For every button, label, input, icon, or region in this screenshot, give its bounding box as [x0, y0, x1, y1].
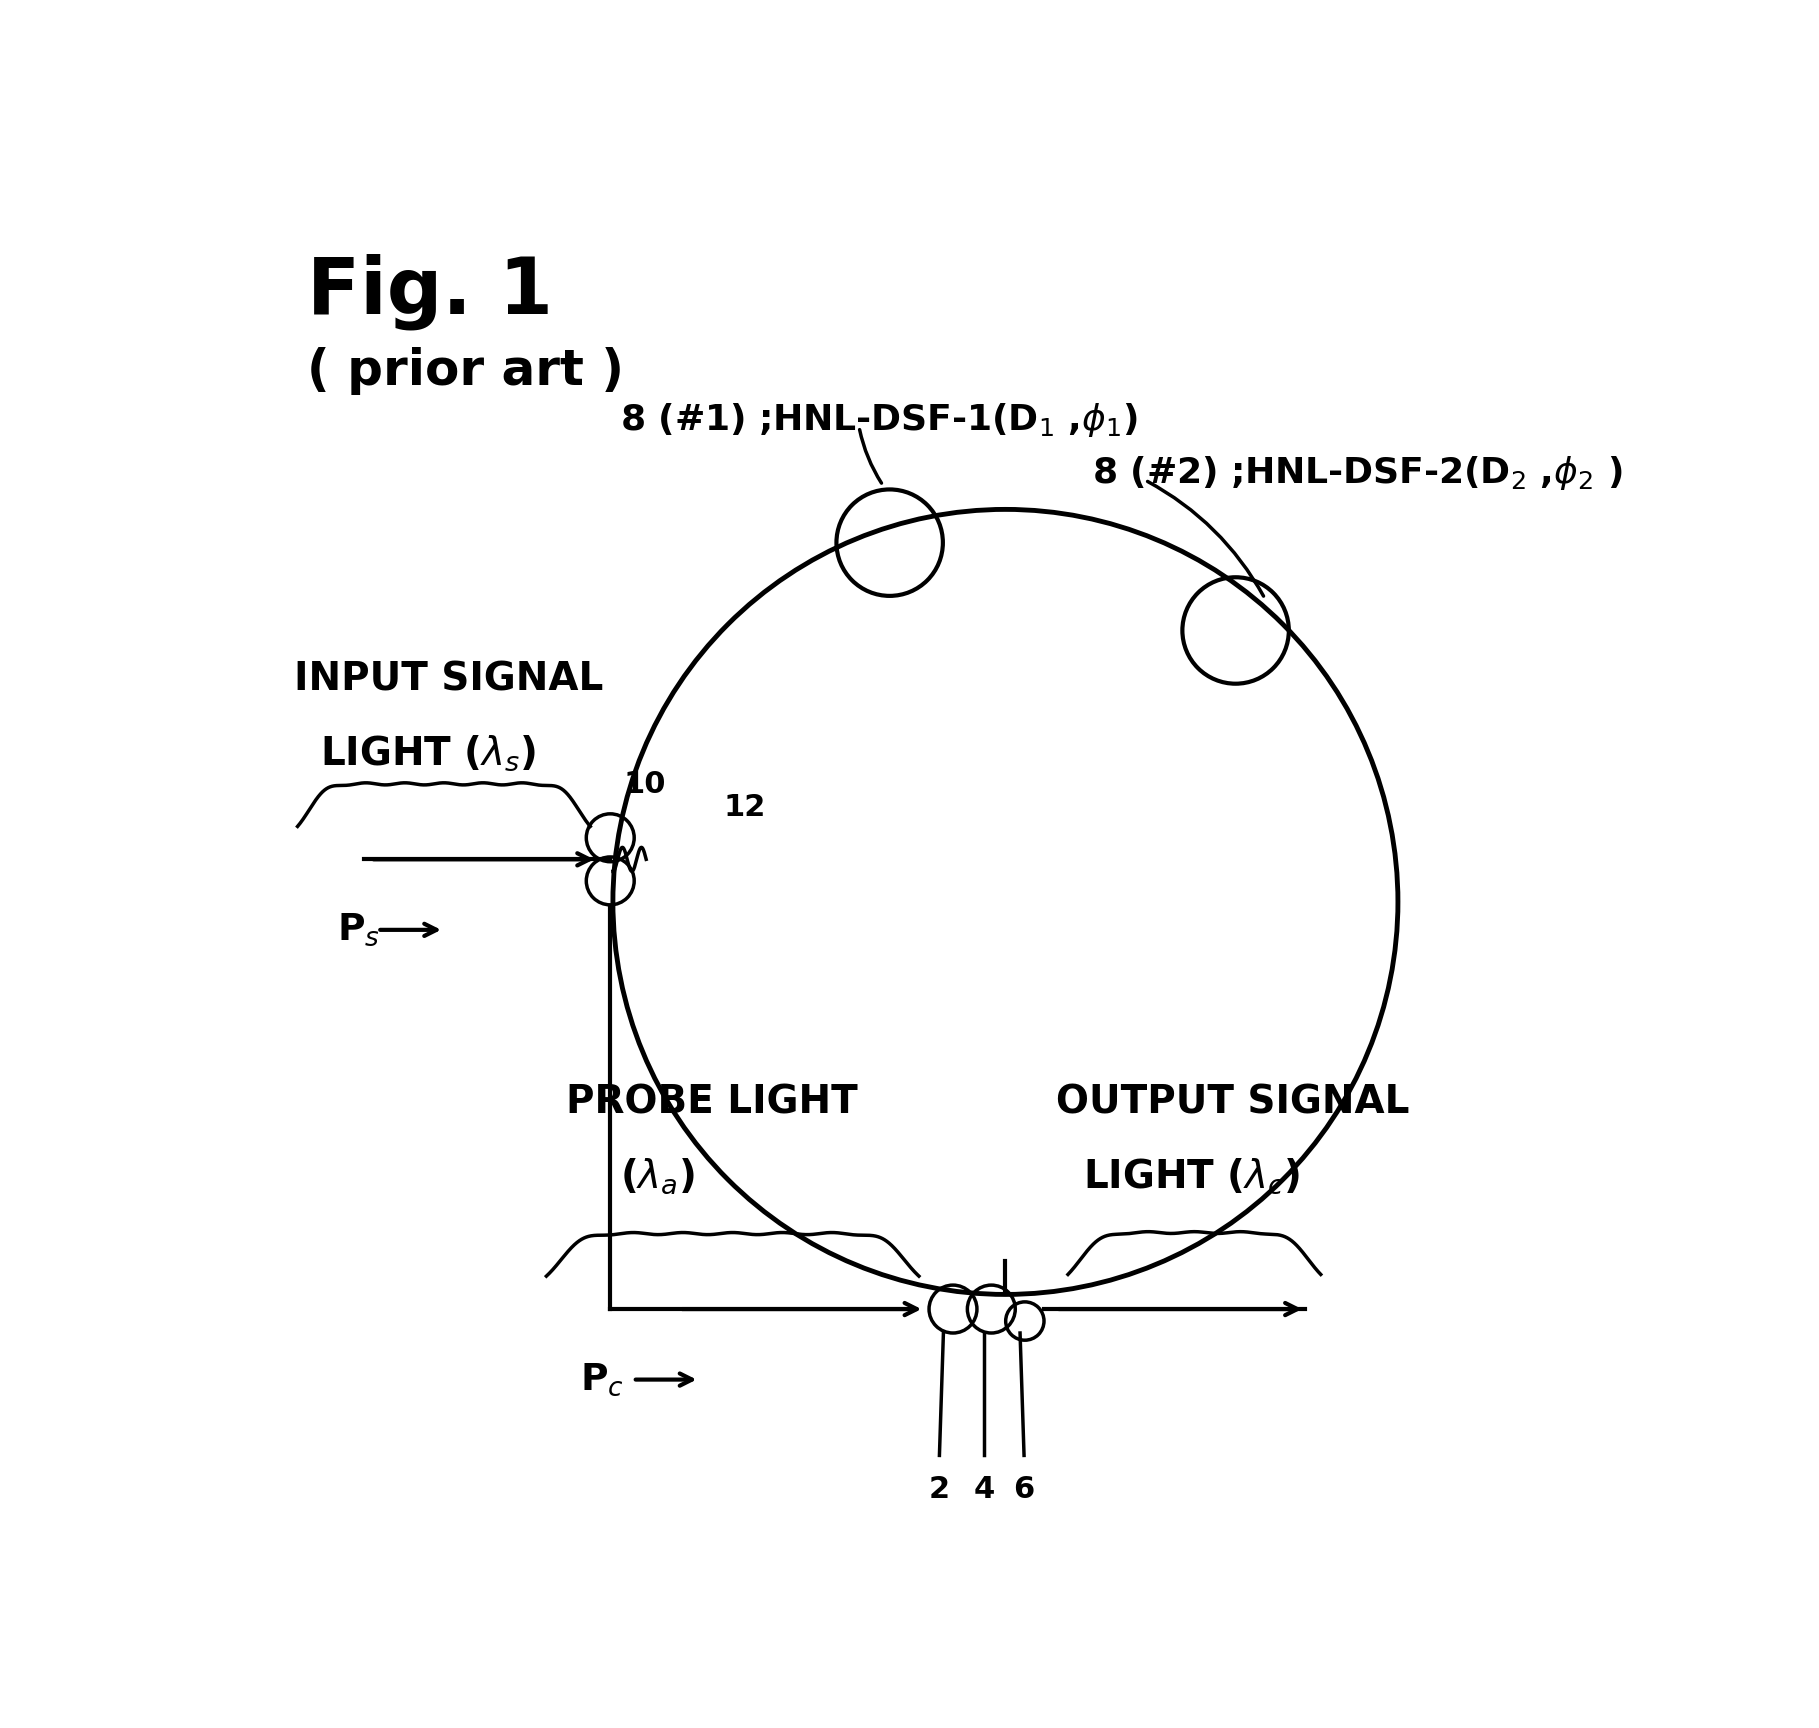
Text: Fig. 1: Fig. 1	[307, 254, 553, 330]
Text: INPUT SIGNAL: INPUT SIGNAL	[293, 660, 602, 698]
Text: P$_c$: P$_c$	[580, 1362, 624, 1398]
Text: ($\lambda_a$): ($\lambda_a$)	[620, 1156, 695, 1196]
Text: 10: 10	[624, 771, 666, 800]
Text: 8 (#1) ;HNL-DSF-1(D$_1$ ,$\phi_1$): 8 (#1) ;HNL-DSF-1(D$_1$ ,$\phi_1$)	[620, 401, 1137, 439]
Text: 8 (#2) ;HNL-DSF-2(D$_2$ ,$\phi_2$ ): 8 (#2) ;HNL-DSF-2(D$_2$ ,$\phi_2$ )	[1091, 454, 1623, 492]
Text: OUTPUT SIGNAL: OUTPUT SIGNAL	[1057, 1083, 1410, 1121]
Text: LIGHT ($\lambda_c$): LIGHT ($\lambda_c$)	[1082, 1156, 1299, 1196]
Text: 4: 4	[973, 1476, 995, 1505]
Text: ( prior art ): ( prior art )	[307, 347, 624, 396]
Text: 6: 6	[1013, 1476, 1035, 1505]
Text: P$_s$: P$_s$	[338, 912, 380, 949]
Text: LIGHT ($\lambda_s$): LIGHT ($\lambda_s$)	[320, 733, 537, 772]
Text: 2: 2	[930, 1476, 950, 1505]
Text: PROBE LIGHT: PROBE LIGHT	[566, 1083, 859, 1121]
Text: 12: 12	[724, 793, 766, 823]
